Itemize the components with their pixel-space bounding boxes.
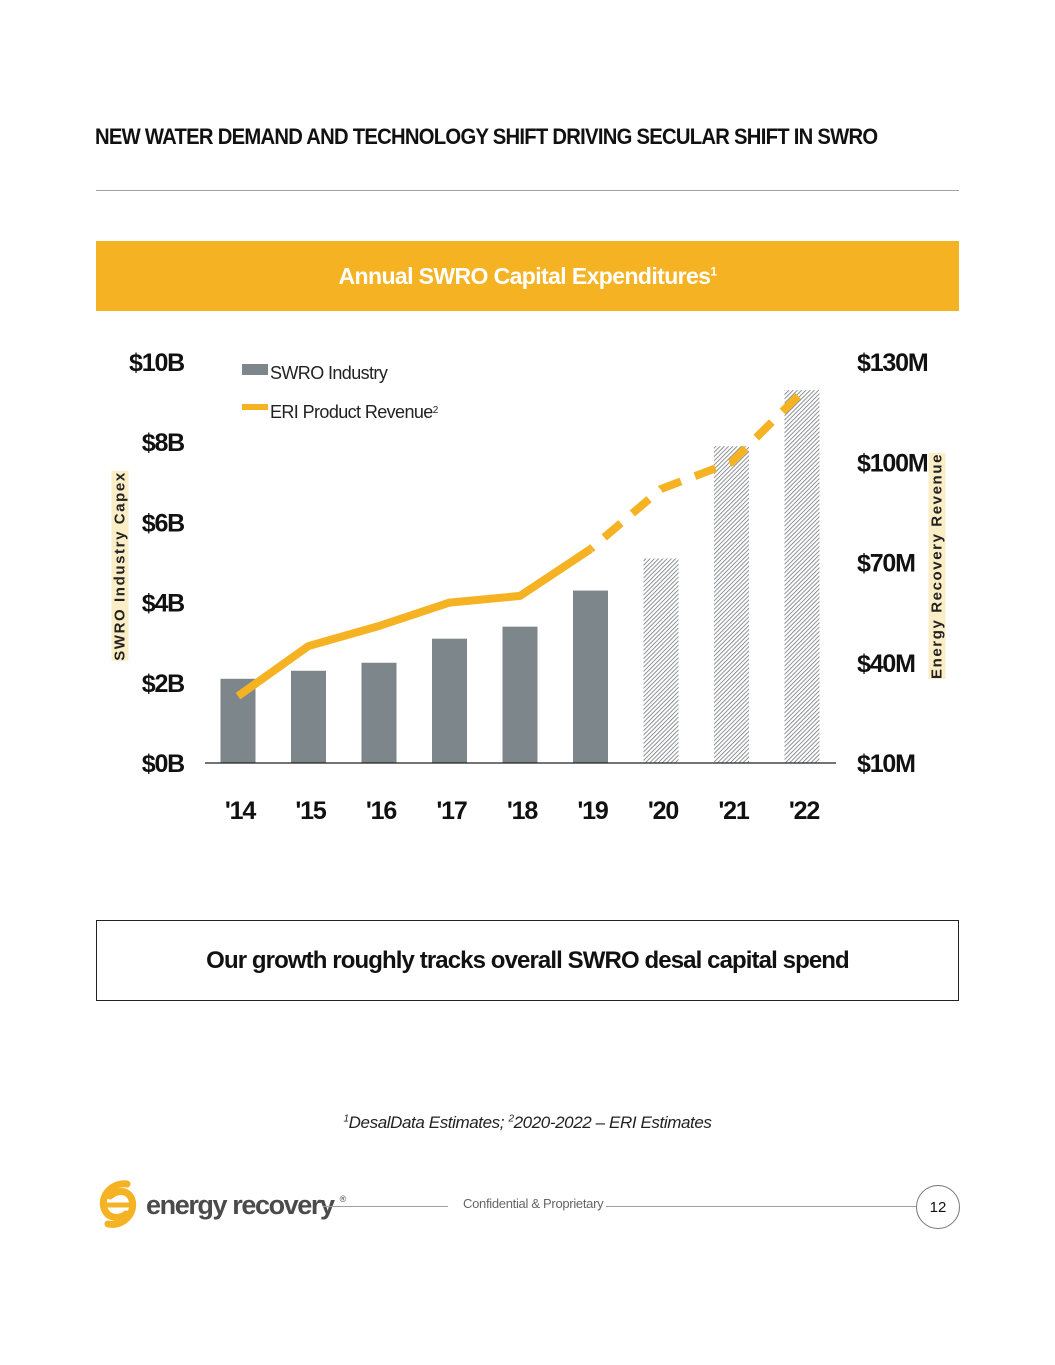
bar-4 [502, 626, 538, 763]
bar-5 [573, 590, 608, 763]
energy-recovery-logo-icon [99, 1180, 137, 1228]
callout-text: Our growth roughly tracks overall SWRO d… [206, 946, 850, 974]
legend-swatch-swro-industry [242, 364, 268, 375]
capex-chart: '14 '15 '16 '17 '18 '19 '20 '21 '22 $0B $2B $4B $6B $… [129, 349, 929, 825]
legend-label-eri-revenue-text: ERI Product Revenue [270, 402, 433, 422]
logo-wordmark: energy recovery [146, 1189, 335, 1220]
x-tick-5: '19 [577, 797, 607, 825]
y-tick-right-1: $40M [857, 650, 915, 678]
line-series [235, 389, 805, 700]
bar-8 [784, 390, 820, 763]
footnote: 1DesalData Estimates; 22020-2022 – ERI E… [0, 1113, 1055, 1133]
y-tick-right-4: $130M [857, 349, 928, 377]
chart-title-text: Annual SWRO Capital Expenditures [338, 262, 711, 289]
y-tick-left-5: $10B [129, 349, 184, 377]
logo-registered-mark: ® [339, 1194, 347, 1204]
footnote-mark-1: 1 [343, 1113, 349, 1125]
chart-legend: SWRO Industry ERI Product Revenue2 [242, 363, 439, 422]
chart-axes: '14 '15 '16 '17 '18 '19 '20 '21 '22 $0B $2B $4B $6B $… [129, 349, 929, 825]
page-number: 12 [916, 1185, 960, 1229]
bar-2 [361, 662, 397, 763]
line-actual [235, 545, 593, 700]
footnote-text-2: 2020-2022 – ERI Estimates [513, 1113, 712, 1132]
bar-series [220, 390, 820, 763]
legend-label-eri-revenue: ERI Product Revenue2 [270, 402, 439, 422]
y-tick-right-2: $70M [857, 550, 915, 578]
chart-banner: Annual SWRO Capital Expenditures1 [96, 241, 959, 311]
footer-rule-left [323, 1206, 448, 1207]
x-tick-1: '15 [295, 797, 326, 825]
x-tick-7: '21 [718, 797, 749, 825]
legend-footnote-mark: 2 [433, 405, 439, 416]
x-tick-8: '22 [789, 797, 819, 825]
legend-swatch-eri-revenue [242, 404, 268, 410]
y-tick-right-0: $10M [857, 750, 915, 778]
footer-rule-right [606, 1206, 918, 1207]
y-tick-left-4: $8B [142, 429, 184, 457]
y-tick-left-3: $6B [142, 509, 184, 537]
y-axis-label-left: SWRO Industry Capex [111, 471, 129, 661]
legend-label-swro-industry: SWRO Industry [270, 363, 388, 383]
y-tick-right-3: $100M [857, 449, 928, 477]
y-tick-left-0: $0B [142, 750, 184, 778]
company-logo: energy recovery ® [96, 1180, 346, 1230]
title-divider [96, 190, 959, 191]
line-estimate [587, 389, 805, 553]
y-tick-left-2: $4B [142, 590, 184, 618]
y-tick-left-1: $2B [142, 670, 184, 698]
bar-7 [714, 446, 749, 763]
footnote-mark-2: 2 [508, 1113, 514, 1125]
slide-title: NEW WATER DEMAND AND TECHNOLOGY SHIFT DR… [95, 124, 878, 149]
bar-3 [432, 638, 467, 763]
x-tick-2: '16 [366, 797, 396, 825]
y-axis-label-right: Energy Recovery Revenue [928, 452, 946, 680]
x-tick-3: '17 [436, 797, 466, 825]
x-tick-0: '14 [225, 797, 256, 825]
x-tick-4: '18 [507, 797, 538, 825]
confidential-label: Confidential & Proprietary [463, 1196, 604, 1211]
x-tick-6: '20 [648, 797, 678, 825]
chart-title: Annual SWRO Capital Expenditures1 [338, 262, 718, 290]
bar-6 [643, 558, 679, 763]
chart-title-footnote-mark: 1 [710, 263, 717, 278]
footnote-text-1: DesalData Estimates; [348, 1113, 509, 1132]
bar-1 [291, 670, 326, 763]
callout-box: Our growth roughly tracks overall SWRO d… [96, 920, 959, 1001]
